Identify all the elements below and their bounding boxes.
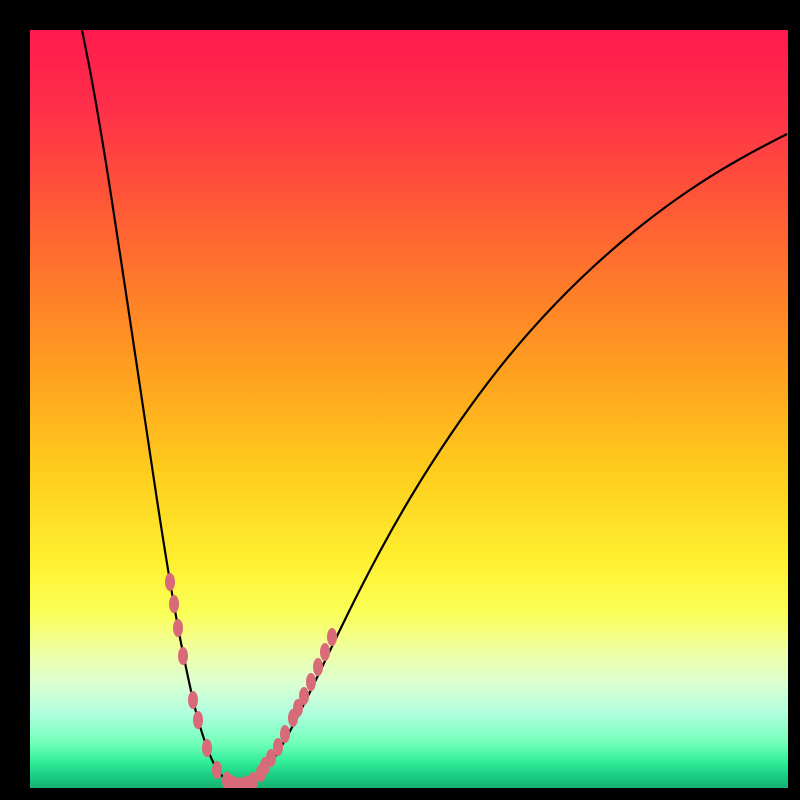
data-marker bbox=[170, 596, 179, 613]
data-marker bbox=[179, 648, 188, 665]
data-marker bbox=[307, 674, 316, 691]
plot-area bbox=[30, 30, 788, 788]
data-marker bbox=[321, 644, 330, 661]
curve-path bbox=[82, 30, 787, 786]
data-marker bbox=[213, 762, 222, 779]
data-marker bbox=[314, 659, 323, 676]
data-marker bbox=[194, 712, 203, 729]
data-marker bbox=[166, 574, 175, 591]
data-marker bbox=[274, 739, 283, 756]
data-marker bbox=[174, 620, 183, 637]
border-top bbox=[0, 0, 800, 30]
figure-root: TheBottleneck.com bbox=[0, 0, 800, 800]
data-marker bbox=[281, 726, 290, 743]
border-right bbox=[788, 0, 800, 800]
data-marker bbox=[203, 740, 212, 757]
data-marker bbox=[189, 692, 198, 709]
data-marker bbox=[300, 688, 309, 705]
border-left bbox=[0, 0, 30, 800]
border-bottom bbox=[0, 788, 800, 800]
data-marker bbox=[328, 629, 337, 646]
bottleneck-curve bbox=[30, 30, 788, 788]
